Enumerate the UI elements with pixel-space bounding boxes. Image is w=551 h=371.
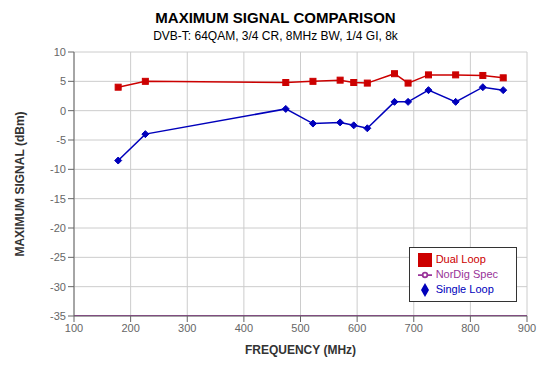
- svg-text:400: 400: [235, 322, 253, 334]
- svg-text:5: 5: [60, 75, 66, 87]
- svg-text:-25: -25: [50, 251, 66, 263]
- svg-text:-35: -35: [50, 310, 66, 322]
- svg-text:100: 100: [65, 322, 83, 334]
- svg-text:500: 500: [291, 322, 309, 334]
- html-text:NorDig Spec: NorDig Spec: [435, 267, 498, 280]
- svg-text:700: 700: [405, 322, 423, 334]
- svg-text:-5: -5: [56, 134, 66, 146]
- svg-text:200: 200: [121, 322, 139, 334]
- html-text:DVB-T: 64QAM, 3/4 CR, 8MHz BW,: DVB-T: 64QAM, 3/4 CR, 8MHz BW, 1/4 GI, 8…: [153, 29, 398, 43]
- svg-text:-15: -15: [50, 193, 66, 205]
- html-text:MAXIMUM SIGNAL COMPARISON: MAXIMUM SIGNAL COMPARISON: [155, 9, 396, 26]
- svg-text:-10: -10: [50, 163, 66, 175]
- svg-text:800: 800: [461, 322, 479, 334]
- svg-text:600: 600: [348, 322, 366, 334]
- svg-text:10: 10: [54, 46, 66, 58]
- svg-text:900: 900: [518, 322, 536, 334]
- html-text:Single Loop: Single Loop: [435, 282, 494, 295]
- svg-text:FREQUENCY (MHz): FREQUENCY (MHz): [245, 343, 356, 357]
- svg-text:0: 0: [60, 105, 66, 117]
- svg-text:MAXIMUM SIGNAL (dBm): MAXIMUM SIGNAL (dBm): [13, 111, 27, 256]
- svg-text:-20: -20: [50, 222, 66, 234]
- html-text:Dual Loop: Dual Loop: [435, 252, 486, 265]
- svg-text:-30: -30: [50, 281, 66, 293]
- svg-text:300: 300: [178, 322, 196, 334]
